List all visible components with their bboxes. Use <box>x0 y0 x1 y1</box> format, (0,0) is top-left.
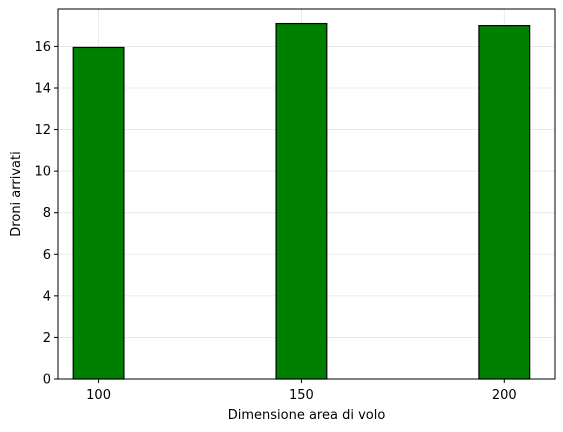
bars <box>72 22 531 380</box>
x-tick-label: 100 <box>86 388 111 403</box>
x-tick-label: 150 <box>289 388 314 403</box>
y-tick-label: 6 <box>43 248 51 263</box>
x-axis-label: Dimensione area di volo <box>228 408 386 423</box>
plot-frame <box>57 8 556 380</box>
y-tick-label: 4 <box>43 289 51 304</box>
y-tick-label: 12 <box>34 123 51 138</box>
bar <box>275 22 328 380</box>
bar <box>72 46 125 380</box>
y-tick-label: 10 <box>34 165 51 180</box>
y-tick-label: 2 <box>43 331 51 346</box>
y-axis-label: Droni arrivati <box>9 151 24 236</box>
y-tick-label: 14 <box>34 81 51 96</box>
y-tick-label: 16 <box>34 40 51 55</box>
bar <box>478 25 531 380</box>
y-axis: 0 2 4 6 8 10 12 14 16 <box>34 40 58 388</box>
y-tick-label: 8 <box>43 206 51 221</box>
x-axis: 100 150 200 <box>86 379 517 403</box>
y-tick-label: 0 <box>43 373 51 388</box>
x-tick-label: 200 <box>492 388 517 403</box>
